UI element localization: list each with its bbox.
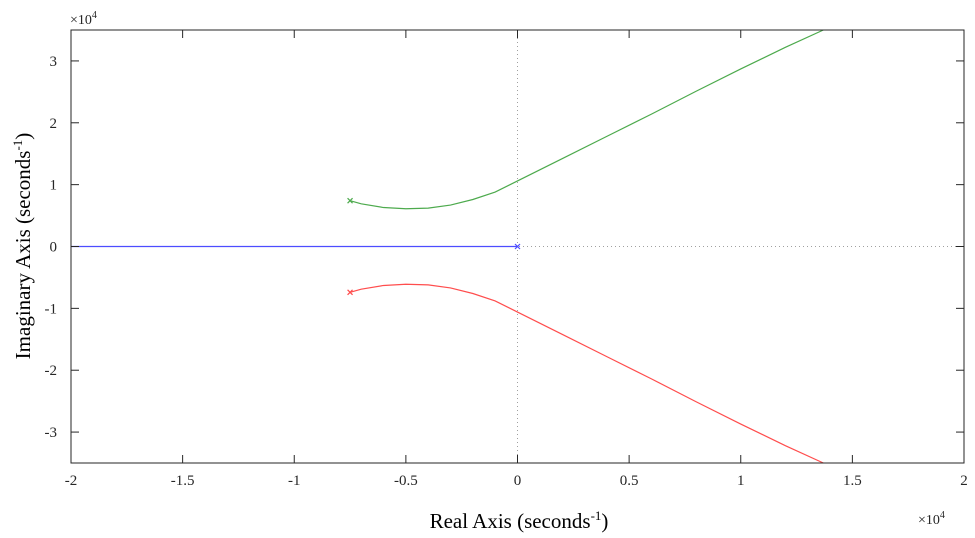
- x-tick-label: -1.5: [171, 473, 195, 489]
- x-axis-title: Real Axis (seconds-1): [430, 508, 609, 533]
- x-tick-label: 1: [737, 473, 745, 489]
- x-tick-labels: -2 -1.5 -1 -0.5 0 0.5 1 1.5 2: [65, 473, 968, 489]
- y-axis-title: Imaginary Axis (seconds-1): [10, 133, 35, 360]
- poles-group: [347, 197, 521, 296]
- y-tick-label: -1: [45, 301, 58, 317]
- y-tick-label: 2: [50, 116, 58, 132]
- x-tick-label: 0.5: [620, 473, 639, 489]
- y-multiplier: ×104: [70, 10, 97, 28]
- series-group: [71, 29, 824, 464]
- x-multiplier: ×104: [918, 510, 945, 528]
- locus-branch-3: [349, 283, 824, 464]
- x-tick-label: -0.5: [394, 473, 418, 489]
- y-tick-label: -2: [45, 363, 58, 379]
- y-tick-label: 3: [50, 54, 58, 70]
- locus-branch-2: [349, 29, 824, 210]
- x-tick-label: 1.5: [843, 473, 862, 489]
- x-axis-title-superscript: -1: [591, 508, 602, 523]
- y-axis-title-superscript: -1: [10, 140, 25, 151]
- x-tick-label: -1: [288, 473, 301, 489]
- pole-marker-1: [347, 197, 353, 204]
- y-tick-label: 1: [50, 178, 58, 194]
- pole-marker-2: [347, 289, 353, 296]
- x-tick-label: -2: [65, 473, 78, 489]
- y-tick-label: 0: [50, 240, 58, 256]
- x-tick-label: 0: [514, 473, 522, 489]
- y-multiplier-exponent: 4: [92, 10, 97, 21]
- x-multiplier-exponent: 4: [940, 510, 945, 521]
- y-tick-labels: -3 -2 -1 0 1 2 3: [45, 54, 58, 441]
- ticks-group: [70, 30, 965, 463]
- y-tick-label: -3: [45, 425, 58, 441]
- x-tick-label: 2: [960, 473, 968, 489]
- pole-marker-3: [514, 243, 521, 250]
